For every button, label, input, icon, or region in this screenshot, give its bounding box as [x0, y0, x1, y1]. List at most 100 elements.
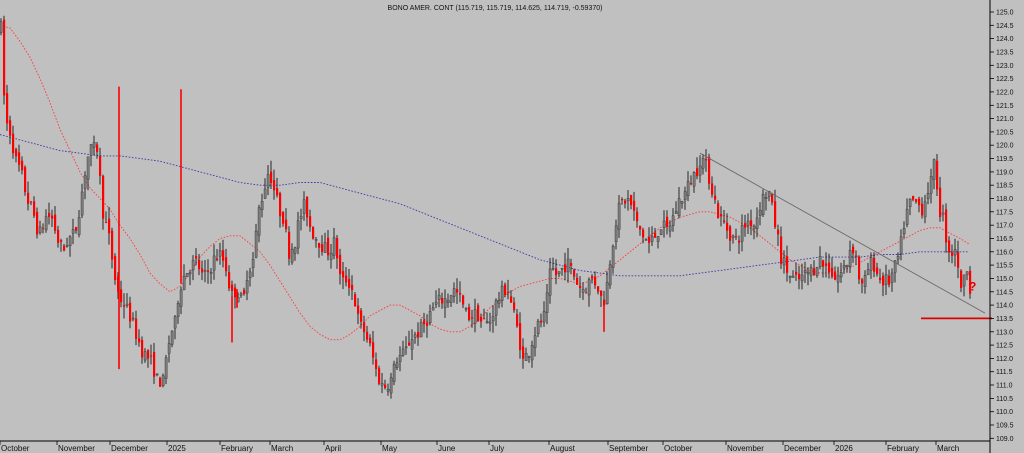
candle-down [282, 212, 285, 224]
candle-up [953, 249, 957, 256]
candle-down [306, 196, 309, 218]
x-tick-label: November [58, 444, 95, 453]
candle-up [464, 308, 468, 310]
candle-up [926, 192, 930, 200]
candle-down [114, 256, 117, 280]
y-tick-label: 115.0 [996, 276, 1013, 283]
candle-down [198, 259, 201, 270]
candle-up [419, 322, 423, 338]
candle-up [188, 272, 192, 275]
candle-up [698, 165, 702, 176]
candle-down [321, 244, 324, 252]
moving-average-slow-line [0, 134, 969, 277]
candle-up [806, 271, 810, 275]
candle-up [839, 272, 843, 278]
candle-down [9, 120, 12, 136]
candle-down [735, 236, 738, 238]
candle-down [570, 263, 573, 266]
candle-up [536, 320, 540, 335]
candle-down [948, 240, 951, 253]
candle-up [389, 377, 393, 394]
candle-up [701, 157, 705, 169]
candle-down [624, 200, 627, 204]
candle-down [285, 219, 288, 230]
candle-down [138, 338, 141, 343]
candle-up [566, 258, 570, 273]
candle-up [869, 257, 873, 271]
candle-up [758, 209, 762, 216]
candle-down [384, 384, 387, 388]
candle-up [548, 268, 552, 296]
candle-up [212, 255, 216, 271]
candle-up [77, 217, 81, 235]
y-tick-label: 124.0 [996, 36, 1014, 43]
candle-down [117, 276, 120, 292]
candle-up [431, 307, 435, 311]
candle-down [798, 273, 801, 280]
candle-down [375, 359, 378, 369]
candle-up [161, 375, 165, 386]
y-tick-label: 116.5 [996, 236, 1013, 243]
y-tick-label: 123.5 [996, 50, 1014, 57]
candle-down [369, 337, 372, 344]
candle-up [845, 265, 849, 268]
candle-up [932, 159, 936, 180]
candle-down [576, 277, 579, 285]
candle-up [0, 21, 3, 33]
candle-down [969, 270, 972, 294]
candle-down [852, 246, 855, 254]
y-tick-label: 112.5 [996, 343, 1013, 350]
candle-up [863, 275, 867, 288]
x-tick-label: 2026 [835, 444, 853, 453]
y-tick-label: 112.0 [996, 356, 1013, 363]
candle-down [279, 193, 282, 217]
candle-down [879, 277, 882, 281]
candle-up [218, 250, 222, 257]
candle-up [92, 142, 96, 148]
candle-down [579, 285, 582, 289]
candle-down [522, 346, 525, 359]
candle-up [167, 343, 171, 354]
y-tick-label: 120.5 [996, 129, 1014, 136]
candle-down [912, 196, 915, 200]
candle-up [899, 236, 903, 254]
candle-up [557, 271, 561, 274]
candle-down [915, 199, 918, 202]
candle-down [516, 314, 519, 327]
moving-average-layer [0, 24, 970, 341]
candle-up [551, 268, 555, 270]
candle-up [587, 279, 591, 296]
candle-up [527, 356, 531, 358]
candles-layer [0, 15, 972, 399]
candle-up [800, 274, 804, 282]
candle-down [108, 218, 111, 234]
candle-down [729, 226, 732, 241]
candle-up [560, 268, 564, 270]
candle-down [774, 201, 777, 228]
candle-down [408, 342, 411, 346]
candle-down [630, 194, 633, 205]
candle-up [65, 245, 69, 247]
candle-up [323, 242, 327, 254]
candle-down [711, 183, 714, 195]
candle-down [828, 262, 831, 273]
candle-up [782, 257, 786, 266]
candle-up [485, 321, 489, 323]
candle-down [750, 220, 753, 227]
candle-down [75, 227, 78, 231]
candle-up [836, 275, 840, 283]
candle-up [449, 295, 453, 303]
candle-down [276, 188, 279, 196]
candle-down [597, 286, 600, 292]
y-tick-label: 124.5 [996, 23, 1014, 30]
candle-up [962, 274, 966, 287]
y-tick-label: 118.5 [996, 183, 1013, 190]
candle-down [855, 255, 858, 257]
candle-up [815, 267, 819, 276]
y-tick-label: 120.0 [996, 143, 1014, 150]
candle-down [18, 152, 21, 165]
candle-up [530, 345, 534, 361]
candle-down [351, 284, 354, 291]
